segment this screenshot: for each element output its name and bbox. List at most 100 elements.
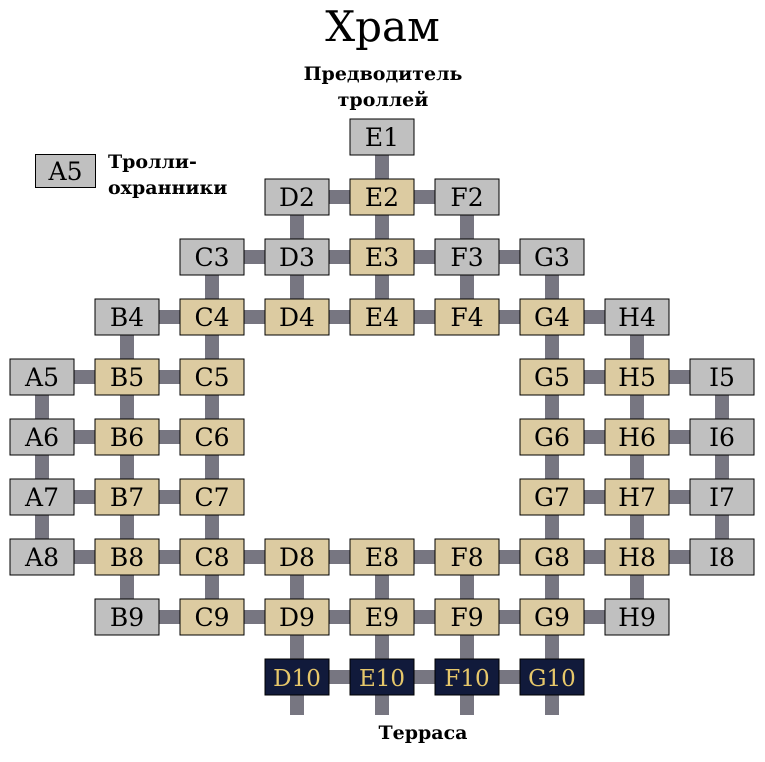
cell-label: F2 <box>450 183 483 212</box>
cell-C4: C4 <box>179 298 245 336</box>
cell-E2: E2 <box>349 178 415 216</box>
cell-G5: G5 <box>519 358 585 396</box>
cell-C6: C6 <box>179 418 245 456</box>
cell-label: D10 <box>273 666 321 692</box>
cell-I8: I8 <box>689 538 755 576</box>
cell-label: E3 <box>365 243 399 272</box>
cell-box <box>94 298 160 336</box>
cell-box <box>94 538 160 576</box>
cell-box <box>434 598 500 636</box>
cell-box <box>9 418 75 456</box>
cell-C9: C9 <box>179 598 245 636</box>
cell-H4: H4 <box>604 298 670 336</box>
cell-A6: A6 <box>9 418 75 456</box>
cell-box <box>689 478 755 516</box>
cell-label: F9 <box>450 603 483 632</box>
cell-box <box>519 478 585 516</box>
cell-label: B6 <box>110 423 144 452</box>
cell-label: F4 <box>450 303 483 332</box>
cell-box <box>349 118 415 156</box>
cell-B8: B8 <box>94 538 160 576</box>
cell-label: G5 <box>534 363 570 392</box>
cell-label: C4 <box>194 303 229 332</box>
cell-label: F10 <box>444 666 489 692</box>
legend-guards-line1: Тролли- <box>108 151 197 173</box>
cell-G6: G6 <box>519 418 585 456</box>
cell-label: A7 <box>24 483 59 512</box>
cell-box <box>179 418 245 456</box>
cell-label: H7 <box>618 483 656 512</box>
cell-F2: F2 <box>434 178 500 216</box>
cell-label: B5 <box>110 363 144 392</box>
cell-label: D2 <box>279 183 315 212</box>
cell-H8: H8 <box>604 538 670 576</box>
cell-label: H5 <box>618 363 656 392</box>
cell-E1: E1 <box>349 118 415 156</box>
cell-label: C3 <box>194 243 229 272</box>
cell-box <box>349 538 415 576</box>
cell-D2: D2 <box>264 178 330 216</box>
cell-G10: G10 <box>519 658 585 696</box>
cell-D10: D10 <box>264 658 330 696</box>
legend-cell: A5 <box>35 154 96 188</box>
leader-label-line1: Предводитель <box>303 63 463 85</box>
cell-box <box>434 178 500 216</box>
cell-label: F8 <box>450 543 483 572</box>
cell-label: A6 <box>24 423 59 452</box>
cell-box <box>519 238 585 276</box>
cell-box <box>9 538 75 576</box>
cell-box <box>689 538 755 576</box>
cell-C5: C5 <box>179 358 245 396</box>
cell-label: E1 <box>365 123 399 152</box>
cell-label: E9 <box>365 603 399 632</box>
cell-box <box>94 598 160 636</box>
cell-box <box>434 298 500 336</box>
cell-label: I7 <box>709 483 735 512</box>
cell-label: B8 <box>110 543 144 572</box>
cell-E8: E8 <box>349 538 415 576</box>
cell-box <box>604 598 670 636</box>
cell-box <box>434 238 500 276</box>
cell-label: C7 <box>194 483 229 512</box>
cell-label: I5 <box>709 363 735 392</box>
cell-label: B4 <box>110 303 144 332</box>
cell-D8: D8 <box>264 538 330 576</box>
cell-box <box>9 358 75 396</box>
cell-label: F3 <box>450 243 483 272</box>
cell-box <box>519 358 585 396</box>
cell-label: E10 <box>359 666 405 692</box>
legend-guards-line2: охранники <box>108 177 228 199</box>
cell-box <box>519 598 585 636</box>
cell-label: A5 <box>24 363 59 392</box>
cell-label: C9 <box>194 603 229 632</box>
cell-label: G8 <box>534 543 570 572</box>
cell-box <box>179 478 245 516</box>
cell-box <box>179 598 245 636</box>
cell-label: B9 <box>110 603 144 632</box>
cell-B4: B4 <box>94 298 160 336</box>
cell-box <box>519 658 585 696</box>
cell-label: B7 <box>110 483 144 512</box>
cell-box <box>264 658 330 696</box>
legend-guards-label: Тролли- охранники <box>108 149 268 201</box>
cell-G7: G7 <box>519 478 585 516</box>
cell-I6: I6 <box>689 418 755 456</box>
cell-E3: E3 <box>349 238 415 276</box>
cell-box <box>179 358 245 396</box>
cell-box <box>434 658 500 696</box>
cell-label: D3 <box>279 243 315 272</box>
cell-box <box>519 418 585 456</box>
cell-F3: F3 <box>434 238 500 276</box>
cell-box <box>264 598 330 636</box>
cell-label: A8 <box>24 543 59 572</box>
cell-box <box>604 478 670 516</box>
cell-C3: C3 <box>179 238 245 276</box>
cell-box <box>349 598 415 636</box>
cell-box <box>94 478 160 516</box>
cell-C8: C8 <box>179 538 245 576</box>
cell-box <box>264 538 330 576</box>
cell-box <box>519 538 585 576</box>
cell-box <box>264 298 330 336</box>
